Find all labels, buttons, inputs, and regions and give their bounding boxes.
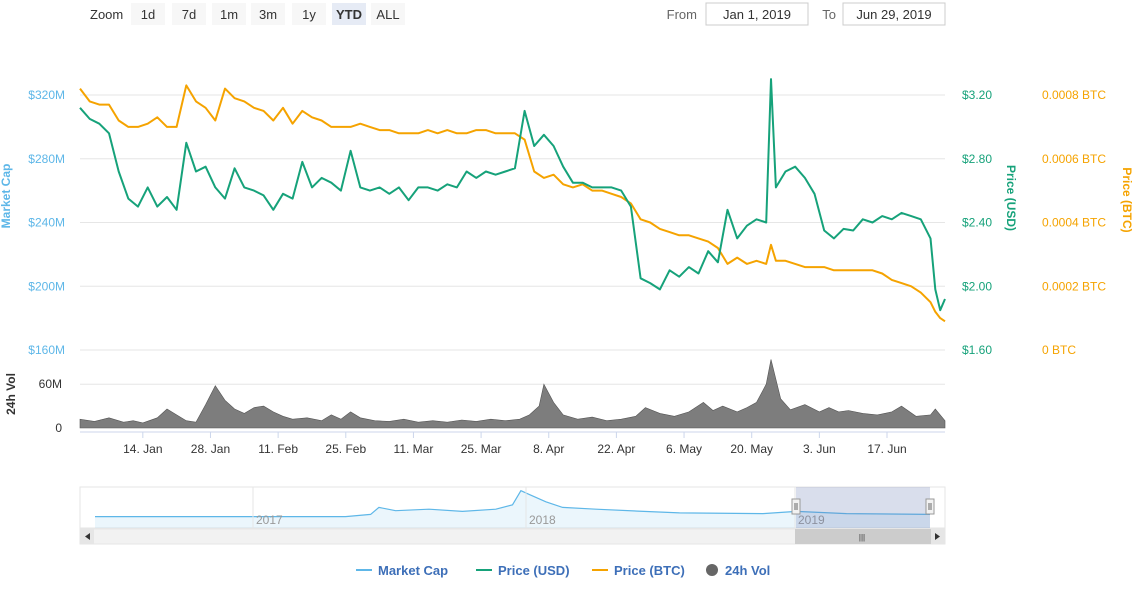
x-tick-label: 11. Mar [394,442,434,456]
zoom-button-label: 1d [141,7,155,22]
zoom-button-1d[interactable]: 1d [131,3,165,25]
x-tick-label: 25. Feb [325,442,366,456]
price-series [79,78,946,323]
navigator-area [95,490,930,528]
price-usd-axis-title: Price (USD) [1004,165,1018,231]
zoom-button-label: 1y [302,7,316,22]
x-tick-label: 11. Feb [258,442,298,456]
price-btc-tick-label: 0 BTC [1042,343,1076,357]
volume-axis-title: 24h Vol [4,373,18,415]
zoom-button-label: 3m [259,7,277,22]
zoom-button-7d[interactable]: 7d [172,3,206,25]
arrow-left-icon [85,533,90,540]
arrow-right-icon [935,533,940,540]
from-date-input[interactable]: Jan 1, 2019 [705,2,809,26]
price-usd-tick-label: $2.40 [962,216,992,230]
from-label: From [667,7,697,22]
date-range: From Jan 1, 2019 To Jun 29, 2019 [667,2,946,26]
market-cap-tick-label: $320M [28,88,65,102]
price-btc-line [79,84,946,323]
x-tick-label: 6. May [666,442,702,456]
price-usd-tick-label: $2.00 [962,279,992,293]
price-btc-tick-label: 0.0006 BTC [1042,152,1106,166]
x-tick-label: 20. May [730,442,773,456]
price-btc-axis: 0 BTC 0.0002 BTC 0.0004 BTC 0.0006 BTC 0.000… [1042,88,1134,357]
market-cap-tick-label: $160M [28,343,65,357]
market-cap-tick-label: $240M [28,216,65,230]
navigator-selection[interactable] [796,487,930,528]
price-usd-axis: $1.60 $2.00 $2.40 $2.80 $3.20 Price (USD) [962,88,1018,357]
navigator-year-label: 2018 [529,513,556,527]
x-tick-label: 28. Jan [191,442,230,456]
legend-item-price-btc[interactable]: Price (BTC) [592,563,685,578]
scrollbar-grip: ||| [859,533,865,542]
x-tick-label: 17. Jun [867,442,906,456]
to-date-input[interactable]: Jun 29, 2019 [842,2,946,26]
volume-axis: 0 60M 24h Vol [4,373,62,435]
to-label: To [822,7,836,22]
from-date-value: Jan 1, 2019 [723,7,791,22]
price-usd-tick-label: $3.20 [962,88,992,102]
price-btc-axis-title: Price (BTC) [1120,167,1134,232]
zoom-button-label: 1m [220,7,238,22]
x-axis: 14. Jan 28. Jan 11. Feb 25. Feb 11. Mar 25. M… [80,431,945,456]
volume-tick-label: 60M [39,377,62,391]
navigator-series [95,489,931,518]
zoom-button-1m[interactable]: 1m [212,3,246,25]
navigator-handle-left[interactable] [791,498,801,515]
legend-circle-icon [706,564,718,576]
x-tick-label: 25. Mar [461,442,502,456]
price-btc-tick-label: 0.0004 BTC [1042,216,1106,230]
legend-label: Price (BTC) [614,563,685,578]
legend-label: Price (USD) [498,563,570,578]
scroll-right-button[interactable] [931,529,945,544]
market-cap-tick-label: $280M [28,152,65,166]
zoom-bar: Zoom 1d 7d 1m 3m 1y YTD ALL [90,3,405,25]
legend-label: Market Cap [378,563,448,578]
price-btc-tick-label: 0.0008 BTC [1042,88,1106,102]
to-date-value: Jun 29, 2019 [856,7,931,22]
navigator-scrollbar[interactable]: ||| [79,528,946,545]
price-usd-tick-label: $2.80 [962,152,992,166]
navigator-handle-right[interactable] [925,498,935,515]
market-cap-axis-title: Market Cap [0,164,13,229]
scrollbar-thumb[interactable] [795,529,932,544]
legend-item-price-usd[interactable]: Price (USD) [476,563,570,578]
market-cap-tick-label: $200M [28,279,65,293]
navigator-year-label: 2019 [798,513,825,527]
gridlines [80,94,945,433]
zoom-button-label: ALL [376,7,399,22]
zoom-button-3m[interactable]: 3m [251,3,285,25]
navigator-year-label: 2017 [256,513,283,527]
legend: Market Cap Price (USD) Price (BTC) 24h Vol [356,563,770,578]
price-usd-tick-label: $1.60 [962,343,992,357]
legend-item-market-cap[interactable]: Market Cap [356,563,448,578]
navigator[interactable]: 2017 2018 2019 ||| [79,486,946,545]
legend-label: 24h Vol [725,563,770,578]
volume-tick-label: 0 [55,421,62,435]
zoom-button-ytd[interactable]: YTD [332,3,366,25]
price-btc-tick-label: 0.0002 BTC [1042,279,1106,293]
scroll-left-button[interactable] [80,529,94,544]
zoom-button-label: 7d [182,7,196,22]
zoom-button-label: YTD [336,7,362,22]
price-usd-line [79,78,946,312]
x-tick-label: 22. Apr [597,442,635,456]
volume-area [79,359,946,429]
legend-item-24h-vol[interactable]: 24h Vol [706,563,770,578]
x-tick-label: 14. Jan [123,442,162,456]
navigator-frame [79,486,946,529]
zoom-button-all[interactable]: ALL [371,3,405,25]
zoom-button-1y[interactable]: 1y [292,3,326,25]
zoom-buttons: 1d 7d 1m 3m 1y YTD ALL [131,3,405,25]
market-cap-axis: $160M $200M $240M $280M $320M Market Cap [0,88,65,357]
zoom-label: Zoom [90,7,123,22]
x-tick-label: 3. Jun [803,442,836,456]
x-tick-label: 8. Apr [533,442,564,456]
volume-series [79,359,946,429]
